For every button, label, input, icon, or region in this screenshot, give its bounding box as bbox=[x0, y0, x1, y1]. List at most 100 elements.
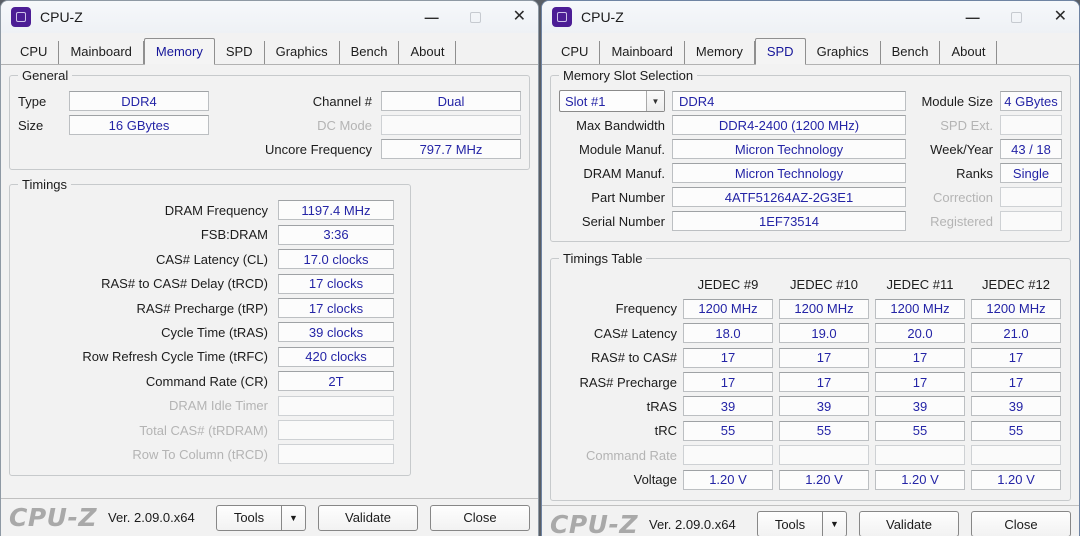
tab-graphics[interactable]: Graphics bbox=[265, 41, 340, 65]
command-rate-row-label: Command Rate bbox=[585, 447, 677, 463]
dc-mode-value bbox=[381, 115, 521, 136]
table-cell: 17 bbox=[971, 372, 1061, 393]
correction-value bbox=[1000, 187, 1062, 208]
minimize-icon[interactable]: — bbox=[424, 9, 439, 25]
table-cell: 55 bbox=[779, 420, 869, 441]
jedec-column-header: JEDEC #11 bbox=[886, 276, 954, 292]
tab-memory[interactable]: Memory bbox=[143, 38, 215, 66]
version-text: Ver. 2.09.0.x64 bbox=[648, 516, 736, 532]
slot-select-dropdown[interactable]: Slot #1 ▼ bbox=[559, 90, 665, 113]
timings-group: Timings DRAM Frequency 1197.4 MHz FSB:DR… bbox=[9, 177, 411, 476]
timing-label: FSB:DRAM bbox=[200, 227, 268, 243]
timing-value: 17 clocks bbox=[278, 298, 394, 319]
ranks-value: Single bbox=[1000, 163, 1062, 184]
table-cell: 17 bbox=[875, 372, 965, 393]
combo-arrow-icon[interactable]: ▼ bbox=[646, 91, 664, 112]
table-cell: 1.20 V bbox=[971, 469, 1061, 490]
memory-slot-selection-group: Memory Slot Selection Slot #1 ▼ DDR4 Mod… bbox=[550, 68, 1071, 243]
window-title: CPU-Z bbox=[581, 9, 624, 25]
timings-table-legend: Timings Table bbox=[559, 251, 647, 267]
tab-mainboard[interactable]: Mainboard bbox=[600, 41, 685, 65]
version-text: Ver. 2.09.0.x64 bbox=[107, 510, 195, 525]
tab-about[interactable]: About bbox=[399, 41, 457, 65]
table-cell bbox=[683, 445, 773, 466]
maximize-icon[interactable] bbox=[469, 11, 481, 23]
uncore-frequency-value: 797.7 MHz bbox=[381, 139, 521, 160]
jedec-column-header: JEDEC #10 bbox=[790, 276, 858, 292]
table-cell bbox=[875, 445, 965, 466]
tab-bar: CPU Mainboard Memory SPD Graphics Bench … bbox=[1, 33, 538, 66]
titlebar[interactable]: CPU-Z — ✕ bbox=[1, 1, 538, 33]
timing-value bbox=[278, 395, 394, 416]
table-cell: 1.20 V bbox=[875, 469, 965, 490]
registered-value bbox=[1000, 211, 1062, 232]
timing-label: DRAM Idle Timer bbox=[169, 398, 268, 414]
maximize-icon[interactable] bbox=[1010, 11, 1022, 23]
tools-button[interactable]: Tools bbox=[757, 511, 823, 536]
dram-manuf-value: Micron Technology bbox=[672, 163, 906, 184]
close-button[interactable]: Close bbox=[430, 504, 530, 531]
table-cell: 1.20 V bbox=[683, 469, 773, 490]
table-cell: 21.0 bbox=[971, 323, 1061, 344]
serial-number-label: Serial Number bbox=[581, 213, 665, 229]
tab-spd[interactable]: SPD bbox=[754, 38, 806, 66]
size-label: Size bbox=[18, 117, 44, 133]
table-cell: 17 bbox=[971, 347, 1061, 368]
registered-label: Registered bbox=[930, 213, 993, 229]
tab-graphics[interactable]: Graphics bbox=[806, 41, 881, 65]
tab-bench[interactable]: Bench bbox=[340, 41, 400, 65]
week-year-label: Week/Year bbox=[930, 141, 993, 157]
slot-selected-value: Slot #1 bbox=[565, 93, 606, 109]
ras-to-cas-row-label: RAS# to CAS# bbox=[591, 350, 677, 366]
module-size-value: 4 GBytes bbox=[1000, 91, 1062, 112]
validate-button[interactable]: Validate bbox=[859, 511, 959, 536]
tools-dropdown-arrow-icon[interactable]: ▼ bbox=[823, 511, 847, 536]
tab-bench[interactable]: Bench bbox=[881, 41, 941, 65]
uncore-frequency-label: Uncore Frequency bbox=[265, 141, 372, 157]
table-cell bbox=[971, 445, 1061, 466]
cpuz-window-spd: CPU-Z — ✕ CPU Mainboard Memory SPD Graph… bbox=[541, 0, 1080, 536]
tab-mainboard[interactable]: Mainboard bbox=[59, 41, 144, 65]
minimize-icon[interactable]: — bbox=[965, 9, 980, 25]
footer-bar: CPU-Z Ver. 2.09.0.x64 Tools ▼ Validate C… bbox=[1, 498, 538, 536]
table-cell: 20.0 bbox=[875, 323, 965, 344]
tab-cpu[interactable]: CPU bbox=[550, 41, 601, 65]
timing-label: RAS# to CAS# Delay (tRCD) bbox=[101, 276, 268, 292]
window-title: CPU-Z bbox=[40, 9, 83, 25]
module-manuf-label: Module Manuf. bbox=[579, 141, 665, 157]
tools-button[interactable]: Tools bbox=[216, 504, 282, 531]
close-icon[interactable]: ✕ bbox=[512, 8, 526, 25]
titlebar[interactable]: CPU-Z — ✕ bbox=[542, 1, 1079, 33]
tab-cpu[interactable]: CPU bbox=[9, 41, 60, 65]
timing-value: 2T bbox=[278, 371, 394, 392]
timing-label: Command Rate (CR) bbox=[145, 373, 268, 389]
timing-label: Row To Column (tRCD) bbox=[132, 446, 268, 462]
table-cell: 55 bbox=[683, 420, 773, 441]
tab-about[interactable]: About bbox=[940, 41, 998, 65]
timing-label: Total CAS# (tRDRAM) bbox=[139, 422, 268, 438]
part-number-label: Part Number bbox=[591, 189, 665, 205]
tab-spd[interactable]: SPD bbox=[215, 41, 265, 65]
timing-label: Row Refresh Cycle Time (tRFC) bbox=[82, 349, 268, 365]
serial-number-value: 1EF73514 bbox=[672, 211, 906, 232]
table-cell: 17 bbox=[779, 372, 869, 393]
validate-button[interactable]: Validate bbox=[318, 504, 418, 531]
tab-memory[interactable]: Memory bbox=[685, 41, 755, 65]
cpuz-logo: CPU-Z bbox=[550, 509, 638, 536]
close-icon[interactable]: ✕ bbox=[1053, 8, 1067, 25]
voltage-row-label: Voltage bbox=[633, 472, 677, 488]
table-cell: 1200 MHz bbox=[875, 298, 965, 319]
table-cell: 1200 MHz bbox=[683, 298, 773, 319]
tools-dropdown-arrow-icon[interactable]: ▼ bbox=[282, 504, 306, 531]
table-cell: 18.0 bbox=[683, 323, 773, 344]
close-button[interactable]: Close bbox=[971, 511, 1071, 536]
trc-row-label: tRC bbox=[654, 423, 677, 439]
table-cell: 39 bbox=[971, 396, 1061, 417]
table-cell: 39 bbox=[683, 396, 773, 417]
spd-ext-value bbox=[1000, 115, 1062, 136]
cpuz-app-icon bbox=[552, 7, 572, 27]
timing-value: 3:36 bbox=[278, 224, 394, 245]
cpuz-app-icon bbox=[11, 7, 31, 27]
timing-label: RAS# Precharge (tRP) bbox=[136, 300, 269, 316]
timing-value: 1197.4 MHz bbox=[278, 200, 394, 221]
